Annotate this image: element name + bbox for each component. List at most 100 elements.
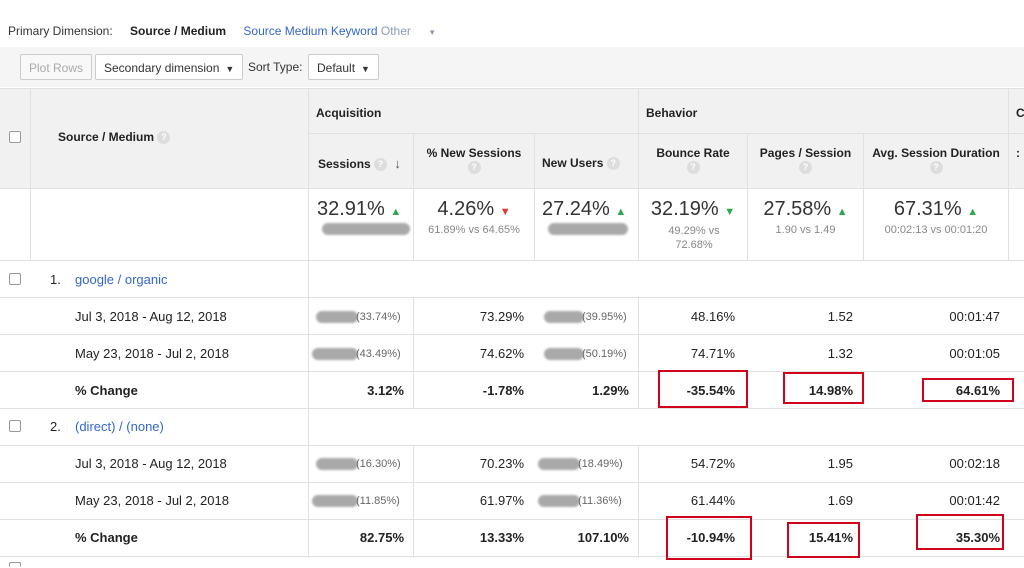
table-toolbar: Plot Rows Secondary dimension ▼ Sort Type… xyxy=(0,47,1024,87)
secondary-dimension-dropdown[interactable]: Secondary dimension ▼ xyxy=(95,54,244,80)
new-users-share: (50.19%) xyxy=(582,348,627,360)
help-icon[interactable]: ? xyxy=(157,131,171,145)
divider xyxy=(534,133,535,260)
column-header-sessions-label: Sessions xyxy=(318,157,371,171)
help-icon[interactable]: ? xyxy=(799,161,812,175)
avg-duration-value: 00:01:42 xyxy=(949,493,1000,508)
source-medium-link[interactable]: google / organic xyxy=(75,272,168,287)
plot-rows-button[interactable]: Plot Rows xyxy=(20,54,93,80)
avg-duration-change: 64.61% xyxy=(955,383,1000,398)
sessions-share: (33.74%) xyxy=(356,311,401,323)
help-icon[interactable]: ? xyxy=(467,161,481,175)
summary-avg-duration-compare: 00:02:13 vs 00:01:20 xyxy=(884,224,988,236)
column-header-bounce-rate-label: Bounce Rate xyxy=(656,146,730,160)
bounce-rate-value: 74.71% xyxy=(690,346,735,361)
bounce-rate-change: -35.54% xyxy=(686,383,735,398)
pages-session-value: 1.95 xyxy=(827,456,853,471)
redacted-value xyxy=(544,311,584,323)
divider xyxy=(0,371,1024,372)
help-icon[interactable]: ? xyxy=(374,158,388,172)
redacted-value xyxy=(544,348,584,360)
pages-session-change: 15.41% xyxy=(808,530,853,545)
divider xyxy=(638,297,639,408)
dimension-source-link[interactable]: Source xyxy=(243,24,282,38)
new-users-share: (18.49%) xyxy=(578,458,623,470)
new-sessions-change: -1.78% xyxy=(482,383,524,398)
chevron-down-icon: ▼ xyxy=(428,28,437,37)
column-header-bounce-rate[interactable]: Bounce Rate ? xyxy=(639,146,747,175)
sessions-change: 82.75% xyxy=(359,530,404,545)
source-medium-link[interactable]: (direct) / (none) xyxy=(75,419,164,434)
select-all-checkbox[interactable] xyxy=(9,131,21,143)
highlight-box xyxy=(658,370,748,408)
summary-new-sessions-value: 4.26% xyxy=(437,198,495,220)
redacted-value xyxy=(548,223,628,235)
redacted-value xyxy=(312,348,358,360)
column-header-new-users[interactable]: New Users ? xyxy=(542,156,620,171)
arrow-up-icon: ▲ xyxy=(836,206,848,218)
column-header-new-sessions-label: % New Sessions xyxy=(426,146,522,160)
pages-session-value: 1.69 xyxy=(827,493,853,508)
arrow-up-icon: ▲ xyxy=(390,206,402,218)
new-sessions-value: 70.23% xyxy=(479,456,524,471)
summary-avg-duration-value: 67.31% xyxy=(893,198,962,220)
bounce-rate-value: 61.44% xyxy=(690,493,735,508)
highlight-box xyxy=(922,378,1014,402)
column-header-truncated: : xyxy=(1016,146,1020,160)
column-header-avg-session-duration[interactable]: Avg. Session Duration ? xyxy=(864,146,1008,175)
help-icon[interactable]: ? xyxy=(929,161,943,175)
row-checkbox[interactable] xyxy=(9,420,21,432)
primary-dimension-label: Primary Dimension: xyxy=(8,24,113,38)
divider xyxy=(0,445,1024,446)
change-label: % Change xyxy=(75,383,138,398)
new-users-change: 1.29% xyxy=(592,383,629,398)
summary-pages-session-compare: 1.90 vs 1.49 xyxy=(775,224,836,236)
column-header-source-medium[interactable]: Source / Medium ? xyxy=(58,130,171,145)
summary-bounce-rate-value: 32.19% xyxy=(650,198,719,220)
summary-bounce-rate: 32.19% ▼ xyxy=(639,198,747,221)
divider xyxy=(638,88,639,260)
bounce-rate-value: 54.72% xyxy=(690,456,735,471)
column-header-pages-session-label: Pages / Session xyxy=(759,146,852,160)
summary-new-sessions: 4.26% ▼ xyxy=(414,198,534,221)
summary-sessions-value: 32.91% xyxy=(317,198,385,220)
avg-duration-value: 00:01:05 xyxy=(949,346,1000,361)
column-header-pages-session[interactable]: Pages / Session ? xyxy=(748,146,863,175)
sort-type-label: Sort Type: xyxy=(248,60,303,74)
summary-new-users-value: 27.24% xyxy=(542,198,610,220)
divider xyxy=(0,188,1024,189)
column-header-sessions[interactable]: Sessions ? ↓ xyxy=(318,156,401,172)
dimension-other-dropdown[interactable]: Other ▼ xyxy=(381,24,450,38)
secondary-dimension-label: Secondary dimension xyxy=(104,61,220,75)
sort-type-dropdown[interactable]: Default ▼ xyxy=(308,54,379,80)
column-header-source-medium-label: Source / Medium xyxy=(58,130,155,144)
column-header-avg-session-duration-label: Avg. Session Duration xyxy=(872,146,1000,160)
dimension-medium-link[interactable]: Medium xyxy=(284,24,328,38)
avg-duration-change: 35.30% xyxy=(955,530,1000,545)
sessions-share: (11.85%) xyxy=(356,495,400,507)
avg-duration-value: 00:02:18 xyxy=(949,456,1000,471)
column-header-new-sessions[interactable]: % New Sessions ? xyxy=(414,146,534,175)
pages-session-change: 14.98% xyxy=(808,383,853,398)
row-checkbox[interactable] xyxy=(9,273,21,285)
dimension-other-label: Other xyxy=(380,24,411,38)
summary-pages-session-value: 27.58% xyxy=(763,198,832,220)
help-icon[interactable]: ? xyxy=(606,157,620,171)
redacted-value xyxy=(538,458,580,470)
divider xyxy=(30,88,31,260)
group-header-behavior: Behavior xyxy=(646,106,698,120)
new-sessions-value: 74.62% xyxy=(479,346,524,361)
summary-new-sessions-compare: 61.89% vs 64.65% xyxy=(428,224,520,236)
row-checkbox[interactable] xyxy=(9,562,21,567)
divider xyxy=(638,445,639,558)
group-header-acquisition: Acquisition xyxy=(316,106,382,120)
pages-session-value: 1.52 xyxy=(827,309,853,324)
dimension-keyword-link[interactable]: Keyword xyxy=(330,24,378,38)
arrow-down-icon: ▼ xyxy=(499,206,511,218)
primary-dimension-bar: Primary Dimension: Source / Medium Sourc… xyxy=(8,24,450,38)
pages-session-value: 1.32 xyxy=(827,346,853,361)
divider xyxy=(413,133,414,260)
help-icon[interactable]: ? xyxy=(686,161,700,175)
group-index: 2. xyxy=(50,419,61,434)
chevron-down-icon: ▼ xyxy=(361,64,370,74)
